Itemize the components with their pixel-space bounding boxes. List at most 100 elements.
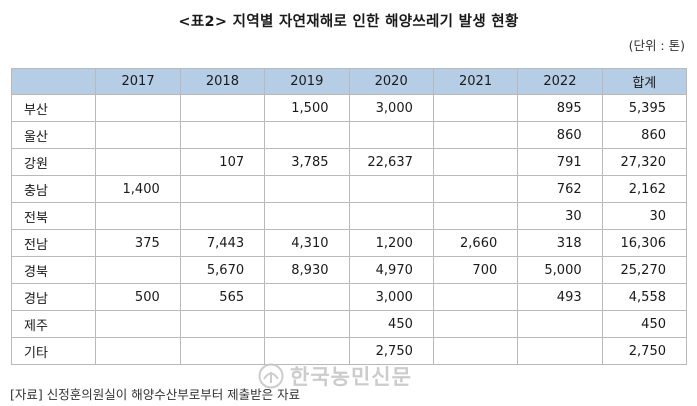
value-cell [179,175,266,203]
value-cell [432,310,519,338]
table-row: 기타 2,750 2,750 [10,337,688,365]
value-cell: 450 [601,310,688,338]
value-cell: 2,750 [601,337,688,365]
value-cell [348,175,434,203]
value-cell [264,337,350,365]
region-cell: 경남 [10,283,97,311]
value-cell: 30 [517,202,603,230]
value-cell: 5,670 [179,256,266,284]
value-cell: 16,306 [601,229,688,257]
table-row: 전북 30 30 [10,202,688,230]
table-row: 경남 500 565 3,000 493 4,558 [10,283,688,311]
region-cell: 부산 [10,94,97,122]
value-cell: 2,750 [348,337,434,365]
table-row: 제주 450 450 [10,310,688,338]
value-cell: 450 [348,310,434,338]
value-cell: 3,000 [348,94,434,122]
value-cell [179,202,266,230]
value-cell: 1,500 [264,94,350,122]
region-cell: 전북 [10,202,97,230]
value-cell: 8,930 [264,256,350,284]
watermark-text: 한국농민신문 [290,365,412,389]
value-cell [95,337,181,365]
region-cell: 제주 [10,310,97,338]
value-cell: 2,660 [432,229,519,257]
value-cell: 762 [517,175,603,203]
value-cell: 4,970 [348,256,434,284]
value-cell: 500 [95,283,181,311]
value-cell [179,94,266,122]
value-cell [348,202,434,230]
table-title: <표2> 지역별 자연재해로 인한 해양쓰레기 발생 현황 [178,14,519,30]
value-cell [348,121,434,149]
value-cell [432,148,519,176]
value-cell: 2,162 [601,175,688,203]
column-header: 2019 [264,68,350,95]
value-cell: 1,400 [95,175,181,203]
unit-label: (단위 : 톤) [628,38,685,53]
value-cell: 27,320 [601,148,688,176]
value-cell: 895 [517,94,603,122]
watermark: 한국농민신문 [258,360,412,392]
value-cell: 700 [432,256,519,284]
region-cell: 울산 [10,121,97,149]
value-cell: 5,395 [601,94,688,122]
region-cell: 기타 [10,337,97,365]
value-cell [264,283,350,311]
table-row: 부산 1,500 3,000 895 5,395 [10,94,688,122]
column-header: 2018 [179,68,266,95]
value-cell [432,175,519,203]
value-cell: 318 [517,229,603,257]
value-cell [95,256,181,284]
value-cell [95,94,181,122]
newspaper-logo-icon [258,363,284,389]
table-row: 경북 5,670 8,930 4,970 700 5,000 25,270 [10,256,688,284]
value-cell [264,202,350,230]
column-header: 합계 [601,68,688,95]
value-cell [95,148,181,176]
value-cell: 4,310 [264,229,350,257]
value-cell: 493 [517,283,603,311]
column-header: 2022 [517,68,603,95]
value-cell [432,121,519,149]
data-table: 2017 2018 2019 2020 2021 2022 합계 부산 1,500… [10,68,688,365]
value-cell [179,310,266,338]
column-header [10,68,97,95]
region-cell: 강원 [10,148,97,176]
value-cell: 3,785 [264,148,350,176]
column-header: 2020 [348,68,434,95]
value-cell: 107 [179,148,266,176]
value-cell: 7,443 [179,229,266,257]
value-cell [95,121,181,149]
value-cell: 791 [517,148,603,176]
region-cell: 경북 [10,256,97,284]
table-row: 강원 107 3,785 22,637 791 27,320 [10,148,688,176]
region-cell: 충남 [10,175,97,203]
value-cell [432,202,519,230]
value-cell: 30 [601,202,688,230]
value-cell [432,94,519,122]
value-cell [179,337,266,365]
value-cell: 22,637 [348,148,434,176]
value-cell [95,202,181,230]
value-cell [264,310,350,338]
value-cell: 860 [517,121,603,149]
value-cell: 25,270 [601,256,688,284]
value-cell: 4,558 [601,283,688,311]
value-cell [432,337,519,365]
column-header: 2017 [95,68,181,95]
header-row: 2017 2018 2019 2020 2021 2022 합계 [10,68,688,95]
table-row: 울산 860 860 [10,121,688,149]
value-cell: 5,000 [517,256,603,284]
table-row: 전남 375 7,443 4,310 1,200 2,660 318 16,306 [10,229,688,257]
value-cell: 1,200 [348,229,434,257]
table-body: 부산 1,500 3,000 895 5,395 울산 860 860 강원 107 3,785 22… [10,94,688,365]
value-cell: 375 [95,229,181,257]
value-cell [264,121,350,149]
value-cell [264,175,350,203]
value-cell [432,283,519,311]
value-cell: 565 [179,283,266,311]
column-header: 2021 [432,68,519,95]
value-cell: 3,000 [348,283,434,311]
value-cell [517,310,603,338]
